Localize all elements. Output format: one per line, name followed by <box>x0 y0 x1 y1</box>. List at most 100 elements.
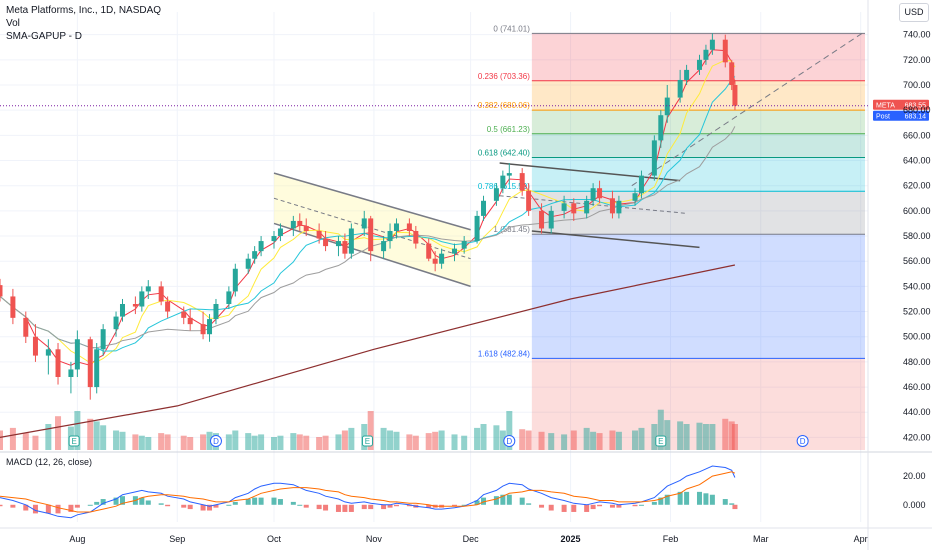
macd-histogram-bar <box>651 501 657 505</box>
fibonacci-retracement[interactable]: 0 (741.01)0.236 (703.36)0.382 (680.06)0.… <box>478 24 865 450</box>
candle-body <box>519 173 525 191</box>
macd-histogram-bar <box>252 497 258 505</box>
candle-body <box>200 324 206 335</box>
candle-body <box>658 115 664 141</box>
volume-bar <box>538 431 545 450</box>
channel-lower <box>273 222 471 288</box>
price-tag <box>873 110 929 121</box>
macd-histogram-bar <box>539 504 545 508</box>
candle-body <box>729 62 735 85</box>
candle-body <box>561 203 567 211</box>
volume-bar <box>406 434 413 450</box>
y-tick-label: 600.00 <box>903 206 931 216</box>
candle-body <box>100 329 106 350</box>
volume-bar <box>519 429 526 450</box>
volume-bar <box>387 430 394 450</box>
price-tag-name: META <box>876 103 895 110</box>
currency-button[interactable]: USD <box>899 3 929 22</box>
macd-tick-label: 20.00 <box>903 471 926 481</box>
candle-body <box>439 253 445 264</box>
volume-bar <box>55 416 62 450</box>
time-axis: Aug Sep Oct Nov Dec 2025 Feb Mar Apr <box>69 534 867 544</box>
macd-histogram-bar <box>597 504 603 507</box>
macd-histogram-bar <box>316 504 322 510</box>
indicator-label[interactable]: SMA-GAPUP - D <box>6 31 82 42</box>
candle-body <box>342 241 348 254</box>
candle-body <box>94 349 100 388</box>
candle-body <box>271 236 277 242</box>
volume-bar <box>32 435 39 450</box>
candle-body <box>651 140 657 176</box>
fib-level-label: 0 (741.01) <box>493 24 530 33</box>
volume-bar <box>22 433 29 450</box>
candle-body <box>500 175 506 189</box>
volume-bar <box>145 437 152 450</box>
x-tick-label: Aug <box>69 534 85 544</box>
volume-bar <box>677 421 684 450</box>
macd-histogram-bar <box>277 499 283 505</box>
volume-bar <box>632 430 639 450</box>
volume-bar <box>251 435 258 450</box>
candle-body <box>368 218 374 252</box>
x-tick-label: Mar <box>753 534 769 544</box>
macd-histogram-bar <box>387 504 393 508</box>
macd-histogram-bar <box>23 504 29 511</box>
candle-body <box>590 188 596 201</box>
candle-body <box>113 316 119 330</box>
volume-bar <box>657 409 664 450</box>
candle-body <box>703 49 709 60</box>
macd-indicator-label[interactable]: MACD (12, 26, close) <box>6 457 93 467</box>
volume-label[interactable]: Vol <box>6 18 20 29</box>
macd-line <box>0 465 736 519</box>
macd-histogram-bar <box>94 501 100 505</box>
candle-body <box>0 285 3 297</box>
candle-body <box>297 220 303 226</box>
macd-histogram-bar <box>290 501 296 505</box>
volume-bar <box>367 411 374 450</box>
candlestick-series <box>0 33 738 400</box>
candle-body <box>506 173 512 176</box>
volume-bar <box>583 427 590 450</box>
volume-bar <box>348 427 355 450</box>
candle-body <box>32 336 38 356</box>
earnings-marker <box>68 435 80 447</box>
candle-body <box>732 85 738 106</box>
x-tick-label: Oct <box>267 534 282 544</box>
volume-bar <box>728 421 735 450</box>
candle-body <box>393 223 399 231</box>
macd-histogram-bar <box>729 503 735 505</box>
macd-histogram-bar <box>68 504 74 512</box>
volume-bar <box>499 430 506 450</box>
symbol-title[interactable]: Meta Platforms, Inc., 1D, NASDAQ <box>6 5 162 16</box>
volume-bar <box>100 425 107 450</box>
macd-histogram-bar <box>45 504 51 514</box>
candle-body <box>165 301 171 312</box>
candle-body <box>258 241 264 252</box>
volume-bar <box>432 431 439 450</box>
candle-body <box>493 188 499 201</box>
volume-bar <box>9 427 16 450</box>
candle-body <box>684 69 690 80</box>
candle-body <box>277 228 283 237</box>
macd-histogram-bar <box>297 504 303 506</box>
volume-bar <box>206 431 213 450</box>
macd-histogram-bar <box>32 504 38 514</box>
macd-histogram-bar <box>732 504 738 510</box>
macd-histogram-bar <box>590 504 596 510</box>
macd-histogram-bar <box>207 504 213 511</box>
volume-bar <box>138 435 145 450</box>
candle-body <box>290 220 296 229</box>
fib-zone <box>531 234 865 359</box>
volume-bar <box>245 433 252 450</box>
volume-bar <box>225 434 232 450</box>
volume-bar <box>0 430 3 450</box>
price-axis: 420.00 440.00 460.00 480.00 500.00 520.00 540.… <box>903 30 931 443</box>
macd-histogram-bar <box>139 497 145 505</box>
volume-bar <box>45 424 52 450</box>
macd-histogram-bar <box>87 504 93 506</box>
y-tick-label: 420.00 <box>903 432 931 442</box>
volume-bar <box>506 411 513 450</box>
candle-body <box>68 369 74 377</box>
macd-histogram-bar <box>526 503 532 505</box>
macd-histogram-bar <box>658 497 664 505</box>
